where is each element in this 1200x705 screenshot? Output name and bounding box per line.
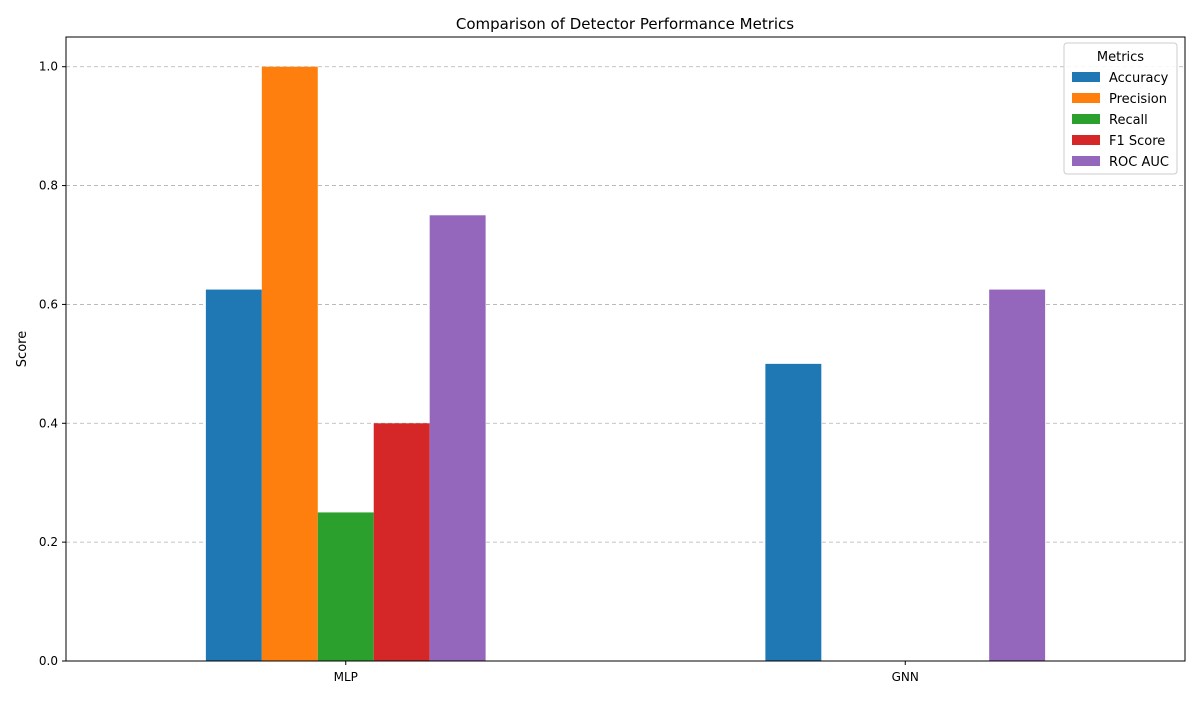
legend-entry-label: F1 Score xyxy=(1109,134,1165,149)
legend-entry-label: Recall xyxy=(1109,113,1148,128)
legend-swatch xyxy=(1072,156,1100,166)
legend-entry-label: Accuracy xyxy=(1109,71,1169,86)
bars-layer xyxy=(205,66,1046,662)
legend-title: Metrics xyxy=(1097,50,1144,65)
y-tick-label: 0.4 xyxy=(39,416,58,430)
legend-swatch xyxy=(1072,93,1100,103)
bar-gnn-roc-auc xyxy=(989,289,1046,661)
y-tick-label: 0.0 xyxy=(39,654,58,668)
bar-mlp-f1-score xyxy=(373,423,430,661)
legend-swatch xyxy=(1072,72,1100,82)
plot-frame xyxy=(65,36,1186,662)
bar-mlp-precision xyxy=(261,66,318,661)
bar-mlp-roc-auc xyxy=(429,215,486,662)
bar-mlp-accuracy xyxy=(205,289,262,661)
bar-gnn-accuracy xyxy=(765,363,822,661)
legend-entry-label: Precision xyxy=(1109,92,1167,107)
bar-mlp-recall xyxy=(317,512,374,661)
legend-swatch xyxy=(1072,114,1100,124)
x-tick-label: MLP xyxy=(334,670,358,684)
y-tick-label: 0.6 xyxy=(39,297,58,311)
y-tick-label: 1.0 xyxy=(39,60,58,74)
legend: Metrics Accuracy Precision Recall F1 Score RO… xyxy=(1063,42,1178,175)
x-tick-label: GNN xyxy=(892,670,919,684)
y-tick-label: 0.8 xyxy=(39,179,58,193)
legend-entry-label: ROC AUC xyxy=(1109,155,1169,170)
y-tick-label: 0.2 xyxy=(39,535,58,549)
y-axis-label: Score xyxy=(15,331,30,367)
axes-layer: 0.0 0.2 0.4 0.6 0.8 1.0 MLP GNN xyxy=(39,36,1186,684)
chart-title: Comparison of Detector Performance Metri… xyxy=(456,15,794,33)
legend-swatch xyxy=(1072,135,1100,145)
